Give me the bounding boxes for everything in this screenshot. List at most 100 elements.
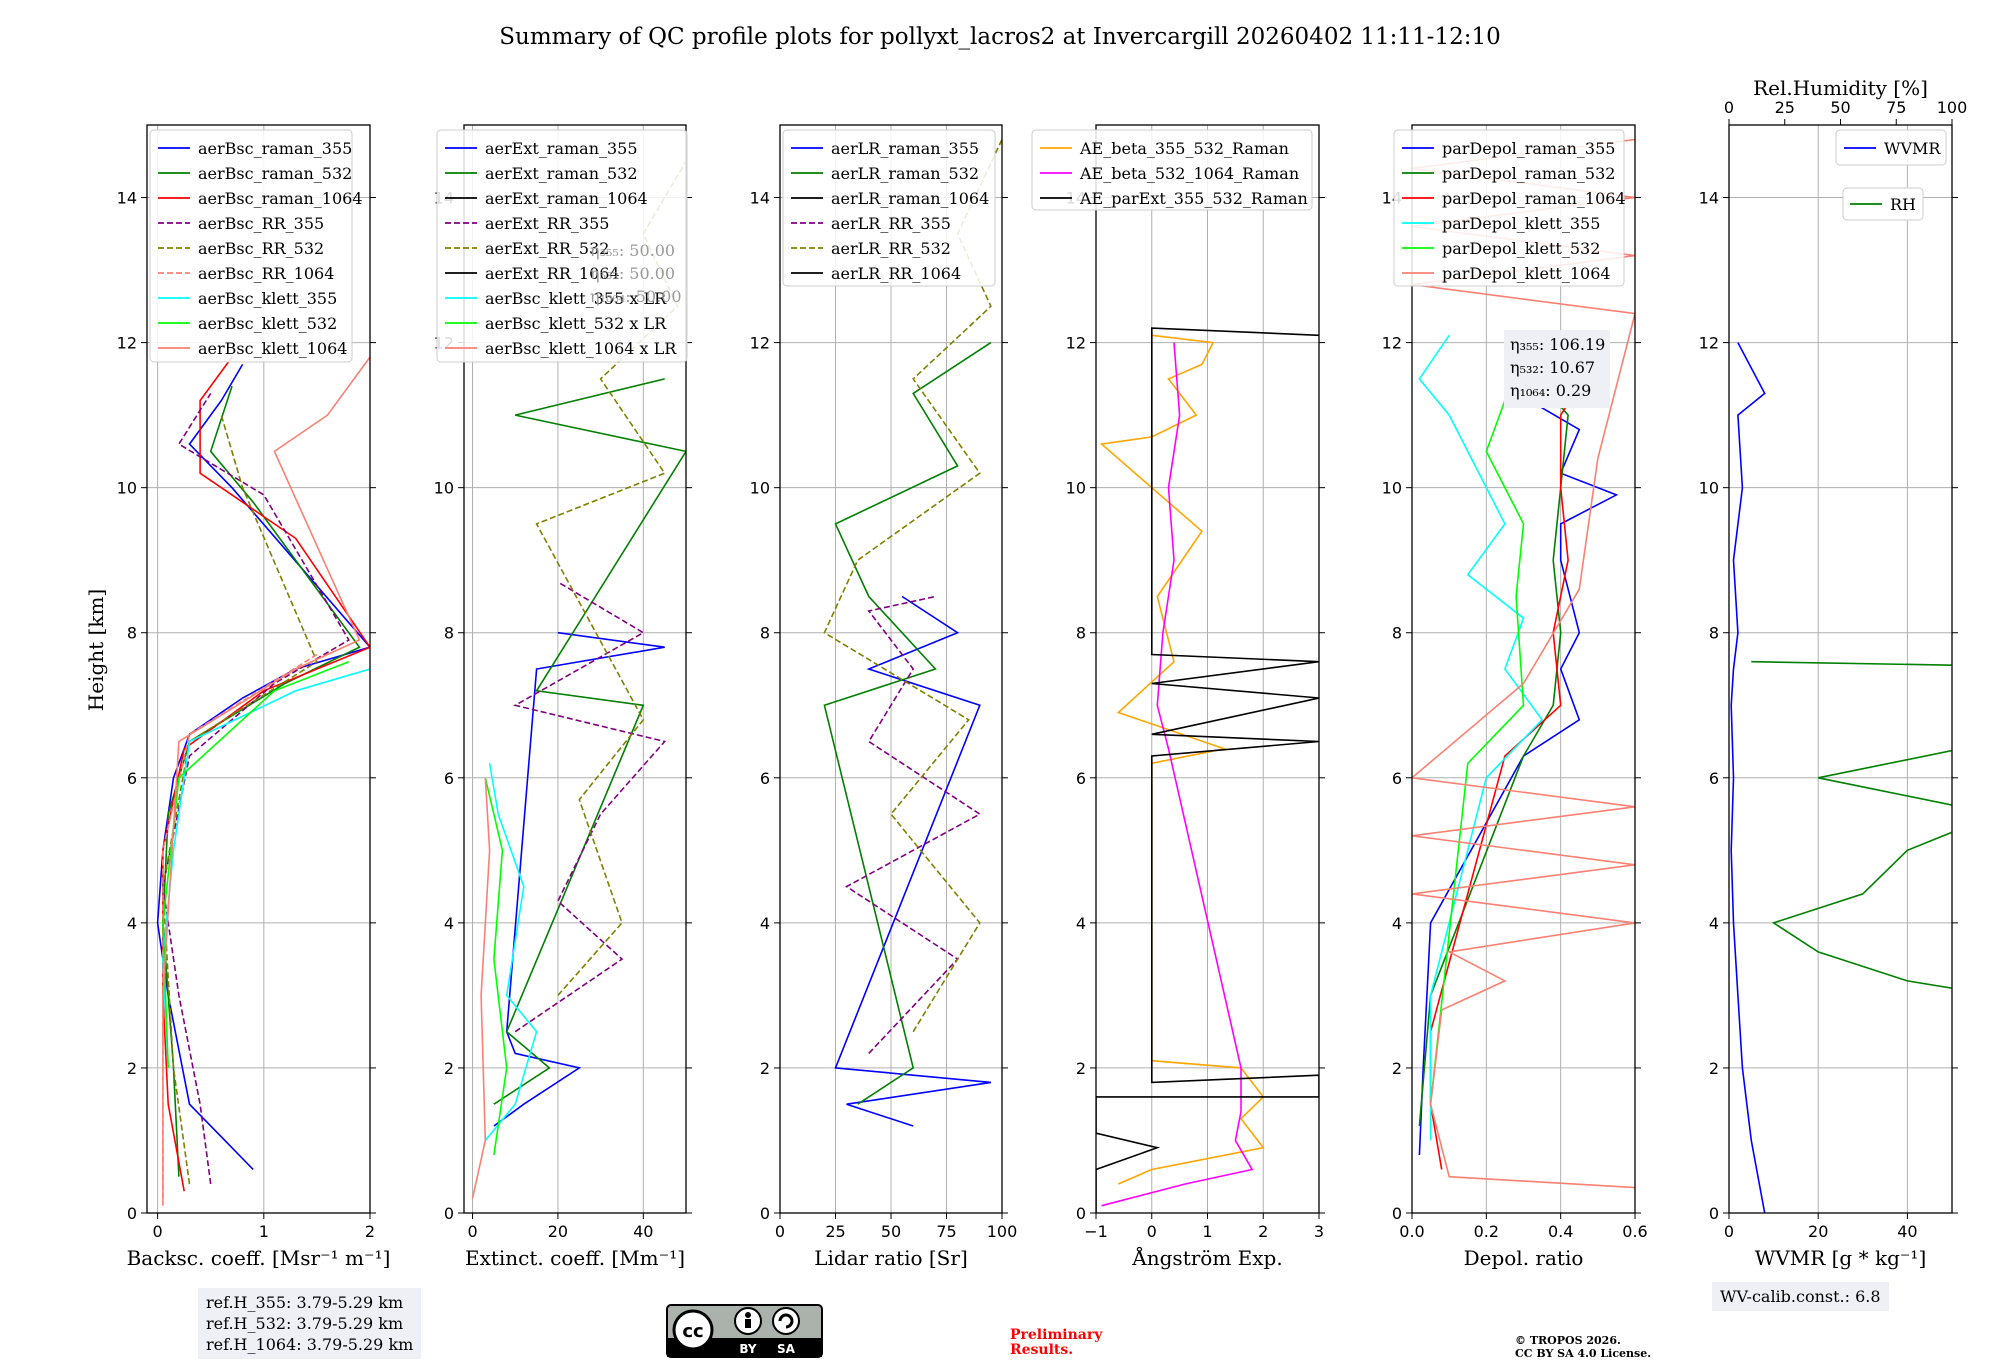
- x-tick-label: 0: [1724, 1222, 1734, 1241]
- x-tick-label: 0: [153, 1222, 163, 1241]
- axes-frame: [146, 124, 371, 1214]
- x-tick-label: 2: [1258, 1222, 1268, 1241]
- y-axis-label: Height [km]: [84, 589, 108, 711]
- x-axis-label: Lidar ratio [Sr]: [814, 1246, 968, 1270]
- y-tick-label: 8: [1076, 624, 1086, 643]
- legend-item: AE_parExt_355_532_Raman: [1079, 189, 1308, 208]
- series-aerBsc_klett_355: [162, 668, 370, 1068]
- y-tick-label: 10: [1699, 479, 1719, 498]
- y-tick-label: 0: [127, 1204, 137, 1223]
- x-axis-label: Ångström Exp.: [1131, 1245, 1282, 1270]
- y-tick-label: 4: [444, 914, 454, 933]
- badge-sa-label: SA: [777, 1342, 796, 1356]
- series-aerBsc_RR_532: [162, 414, 318, 1185]
- series-aerBsc_klett_532: [162, 660, 350, 1068]
- copyright-note: © TROPOS 2026. CC BY SA 4.0 License.: [1515, 1334, 1652, 1360]
- y-tick-label: 2: [760, 1059, 770, 1078]
- eta-note-line: η₁₀₆₄: 50.00: [590, 287, 682, 306]
- y-tick-label: 12: [117, 334, 137, 353]
- x-tick-label: 40: [633, 1222, 653, 1241]
- legend-box: [149, 129, 353, 363]
- series-RH: [1751, 660, 1952, 989]
- series-aerLR_raman_532: [823, 341, 992, 1105]
- eta-note-line: η₅₃₂: 50.00: [590, 264, 675, 283]
- x-tick-label: 0.2: [1474, 1222, 1499, 1241]
- x-tick-label: 20: [1808, 1222, 1828, 1241]
- y-tick-label: 4: [760, 914, 770, 933]
- series-aerBsc_raman_1064: [162, 356, 370, 1192]
- series-aerExt_raman_355: [493, 631, 665, 1127]
- x2-tick-label: 0: [1724, 98, 1734, 117]
- legend-item: aerExt_RR_532: [485, 239, 609, 258]
- series-parDepol_klett_1064: [1412, 138, 1635, 1189]
- x-tick-label: 2: [365, 1222, 375, 1241]
- y-tick-label: 6: [127, 769, 137, 788]
- legend-item: aerExt_raman_355: [485, 139, 638, 158]
- legend-item: parDepol_raman_1064: [1442, 189, 1626, 208]
- wv-calib-box: WV-calib.const.: 6.8: [1712, 1282, 1889, 1311]
- y-tick-label: 2: [1076, 1059, 1086, 1078]
- legend-item: aerBsc_RR_532: [198, 239, 324, 258]
- eta-note-line: η₁₀₆₄: 0.29: [1510, 381, 1591, 400]
- x-axis-label: WVMR [g * kg⁻¹]: [1755, 1246, 1927, 1270]
- legend-item: aerBsc_klett_1064 x LR: [485, 339, 677, 358]
- y-tick-label: 2: [127, 1059, 137, 1078]
- series-aerBsc_klett_532 x LR: [484, 777, 508, 1156]
- y-tick-label: 0: [1709, 1204, 1719, 1223]
- series-aerBsc_RR_355: [162, 392, 350, 1185]
- y-tick-label: 8: [444, 624, 454, 643]
- x-tick-label: 3: [1314, 1222, 1324, 1241]
- legend-item: aerExt_raman_532: [485, 164, 638, 183]
- legend-item: AE_beta_532_1064_Raman: [1079, 164, 1299, 183]
- x-tick-label: 0.0: [1399, 1222, 1424, 1241]
- ref-height-355: ref.H_355: 3.79-5.29 km: [206, 1293, 404, 1312]
- legend-item: parDepol_raman_532: [1442, 164, 1615, 183]
- series-aerBsc_RR_1064: [162, 653, 318, 1199]
- y-tick-label: 12: [1699, 334, 1719, 353]
- share-alike-icon: [772, 1307, 800, 1335]
- y-tick-label: 0: [444, 1204, 454, 1223]
- x-tick-label: 20: [548, 1222, 568, 1241]
- y-tick-label: 10: [1382, 479, 1402, 498]
- y-tick-label: 12: [1066, 334, 1086, 353]
- legend-item: aerLR_RR_355: [831, 214, 951, 233]
- y-tick-label: 12: [750, 334, 770, 353]
- legend-item: parDepol_klett_355: [1442, 214, 1600, 233]
- y-tick-label: 14: [750, 189, 770, 208]
- legend-box: [1393, 129, 1625, 287]
- x-tick-label: 0.4: [1548, 1222, 1573, 1241]
- license-badge: cc BY SA: [666, 1304, 823, 1358]
- y-tick-label: 2: [444, 1059, 454, 1078]
- eta-note-line: η₃₅₅: 106.19: [1510, 335, 1605, 354]
- x-tick-label: 50: [881, 1222, 901, 1241]
- legend-item: aerLR_raman_355: [831, 139, 979, 158]
- legend-item: WVMR: [1884, 139, 1941, 158]
- series-parDepol_raman_355: [1418, 356, 1619, 1156]
- eta-note-line: η₃₅₅: 50.00: [590, 241, 675, 260]
- legend-item: parDepol_klett_532: [1442, 239, 1600, 258]
- legend-item: aerExt_RR_355: [485, 214, 609, 233]
- preliminary-note: Preliminary Results.: [1010, 1327, 1103, 1358]
- legend-item: aerBsc_RR_355: [198, 214, 324, 233]
- x2-tick-label: 100: [1937, 98, 1968, 117]
- series-parDepol_klett_355: [1418, 334, 1544, 1141]
- legend2-box: [1842, 187, 1924, 221]
- legend-item: aerLR_RR_1064: [831, 264, 961, 283]
- y-tick-label: 6: [1076, 769, 1086, 788]
- ref-height-1064: ref.H_1064: 3.79-5.29 km: [206, 1335, 414, 1354]
- x-tick-label: −1: [1084, 1222, 1108, 1241]
- legend-box: [1031, 129, 1313, 211]
- legend-item: aerExt_RR_1064: [485, 264, 620, 283]
- legend-item: parDepol_raman_355: [1442, 139, 1615, 158]
- y-tick-label: 0: [1076, 1204, 1086, 1223]
- y-tick-label: 4: [127, 914, 137, 933]
- legend-item: aerBsc_klett_1064: [198, 339, 347, 358]
- x-axis-label: Backsc. coeff. [Msr⁻¹ m⁻¹]: [127, 1246, 391, 1270]
- series-aerBsc_raman_532: [162, 385, 361, 1177]
- x-tick-label: 0: [775, 1222, 785, 1241]
- series-aerExt_RR_355: [513, 581, 667, 1033]
- axes-frame: [463, 124, 687, 1214]
- legend-item: aerLR_RR_532: [831, 239, 951, 258]
- axes-frame: [1728, 124, 1953, 1214]
